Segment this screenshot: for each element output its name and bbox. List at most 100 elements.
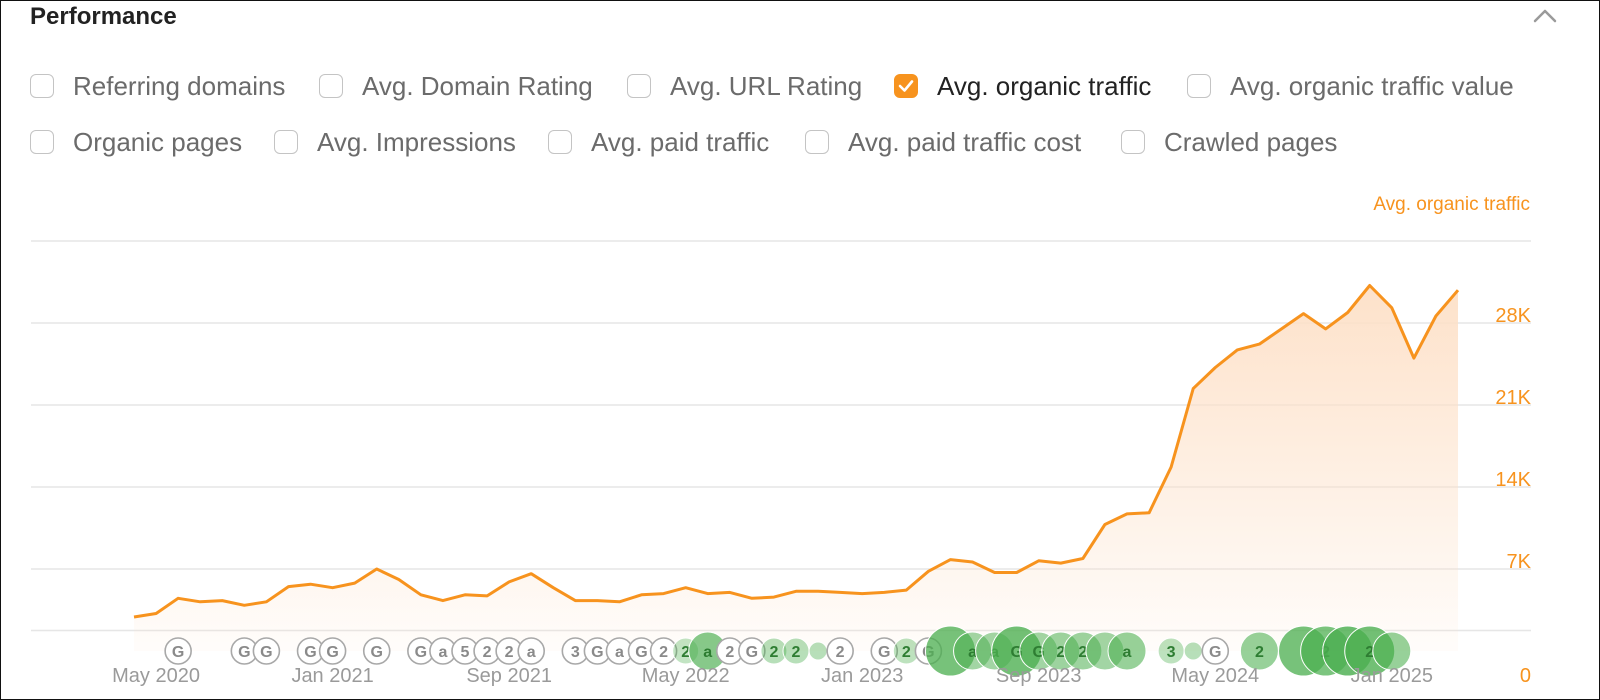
- event-marker-label: G: [172, 644, 184, 661]
- option-referring-domains[interactable]: Referring domains: [30, 71, 285, 101]
- event-marker-label: G: [878, 644, 890, 661]
- option-avg-paid-traffic[interactable]: Avg. paid traffic: [548, 127, 769, 157]
- event-marker-label: 3: [1167, 644, 1176, 661]
- event-marker[interactable]: G: [407, 637, 435, 665]
- option-avg-domain-rating[interactable]: Avg. Domain Rating: [319, 71, 593, 101]
- option-avg-impressions[interactable]: Avg. Impressions: [274, 127, 516, 157]
- event-marker-label: 2: [769, 644, 778, 661]
- event-marker-label: G: [371, 644, 383, 661]
- checkbox[interactable]: [548, 130, 572, 154]
- event-marker-dot: [738, 637, 766, 665]
- series-area-fill: [134, 285, 1458, 651]
- option-label: Avg. organic traffic: [937, 70, 1152, 101]
- y-tick-label: 28K: [1495, 305, 1531, 327]
- checkbox[interactable]: [1187, 74, 1211, 98]
- event-marker[interactable]: G: [627, 637, 656, 665]
- event-marker[interactable]: G: [252, 637, 281, 665]
- event-marker[interactable]: G: [738, 637, 766, 665]
- event-marker-label: 2: [681, 644, 690, 661]
- event-marker-dot: [1107, 631, 1147, 671]
- event-marker[interactable]: G: [318, 637, 347, 665]
- series-line-path: [133, 284, 1460, 619]
- option-label: Avg. paid traffic: [591, 126, 770, 157]
- event-marker[interactable]: [808, 641, 828, 661]
- x-tick-label: May 2022: [642, 665, 730, 687]
- checkbox[interactable]: [274, 130, 298, 154]
- event-marker-dot: [1201, 637, 1230, 665]
- collapse-button[interactable]: [1529, 3, 1561, 31]
- event-marker-label: G: [591, 644, 603, 661]
- event-marker-label: 2: [483, 644, 492, 661]
- checkbox[interactable]: [30, 130, 54, 154]
- option-label: Avg. Domain Rating: [362, 70, 593, 101]
- event-marker[interactable]: G: [362, 637, 391, 665]
- checkbox[interactable]: [627, 74, 651, 98]
- panel-title: Performance: [30, 3, 177, 30]
- event-marker[interactable]: G: [296, 637, 325, 665]
- option-label: Avg. organic traffic value: [1230, 70, 1514, 101]
- series-line: [133, 284, 1460, 619]
- event-marker[interactable]: 2: [649, 637, 678, 665]
- event-marker-label: G: [415, 644, 427, 661]
- option-avg-url-rating[interactable]: Avg. URL Rating: [627, 71, 862, 101]
- event-markers[interactable]: GGGGGGGa522a3GaG22a2G222G2GaaGG22a3G222: [164, 625, 1412, 677]
- option-label: Avg. Impressions: [317, 126, 516, 157]
- event-marker-label: 2: [902, 644, 911, 661]
- event-marker-label: a: [1123, 644, 1132, 661]
- event-marker[interactable]: a: [1107, 631, 1147, 671]
- event-marker-label: 2: [1365, 644, 1374, 661]
- event-marker[interactable]: 2: [760, 637, 788, 665]
- event-marker-label: a: [438, 644, 447, 661]
- x-axis-labels: May 2020 Jan 2021 Sep 2021 May 2022 Jan 2023…: [112, 665, 1433, 687]
- event-marker-label: G: [1209, 644, 1221, 661]
- checkbox[interactable]: [805, 130, 829, 154]
- event-marker[interactable]: G: [870, 637, 899, 665]
- event-marker-label: G: [304, 644, 316, 661]
- checkbox[interactable]: [30, 74, 54, 98]
- x-tick-label: Jan 2021: [291, 665, 373, 687]
- x-tick-label: Jan 2023: [821, 665, 903, 687]
- option-crawled-pages[interactable]: Crawled pages: [1121, 127, 1337, 157]
- event-marker[interactable]: G: [164, 637, 192, 665]
- event-marker[interactable]: 2: [495, 637, 523, 665]
- event-marker[interactable]: [1183, 641, 1203, 661]
- series-area: [134, 285, 1458, 651]
- event-marker-dot: [760, 637, 788, 665]
- event-marker[interactable]: 3: [1157, 637, 1185, 665]
- event-marker-dot: [517, 637, 546, 665]
- event-marker[interactable]: [1372, 631, 1412, 671]
- event-marker[interactable]: 2: [782, 637, 810, 665]
- option-organic-pages[interactable]: Organic pages: [30, 127, 242, 157]
- y-axis-labels: 0 7K 14K 21K 28K: [1495, 305, 1531, 687]
- event-marker[interactable]: G: [583, 637, 612, 665]
- option-avg-paid-traffic-cost[interactable]: Avg. paid traffic cost: [805, 127, 1081, 157]
- option-avg-organic-traffic-value[interactable]: Avg. organic traffic value: [1187, 71, 1514, 101]
- event-marker-dot: [318, 637, 347, 665]
- event-marker-label: 3: [571, 644, 580, 661]
- event-marker-label: a: [615, 644, 624, 661]
- series-legend: Avg. organic traffic: [1373, 194, 1530, 215]
- event-marker-label: 2: [505, 644, 514, 661]
- checkbox[interactable]: [1121, 130, 1145, 154]
- checkbox-checked[interactable]: [894, 74, 918, 98]
- event-marker[interactable]: 2: [826, 637, 854, 665]
- event-marker[interactable]: G: [1201, 637, 1230, 665]
- check-icon: [898, 80, 914, 92]
- option-label: Avg. URL Rating: [670, 70, 863, 101]
- x-tick-label: Sep 2021: [466, 665, 552, 687]
- event-marker-label: a: [968, 644, 977, 661]
- event-marker-label: 2: [836, 644, 845, 661]
- event-marker-dot: [870, 637, 899, 665]
- event-marker-label: a: [527, 644, 536, 661]
- chevron-up-icon: [1533, 9, 1557, 23]
- x-tick-label: May 2020: [112, 665, 200, 687]
- event-marker[interactable]: a: [517, 637, 546, 665]
- checkbox[interactable]: [319, 74, 343, 98]
- option-avg-organic-traffic[interactable]: Avg. organic traffic: [894, 71, 1151, 101]
- event-marker-label: 2: [1056, 644, 1065, 661]
- y-tick-label: 14K: [1495, 469, 1531, 491]
- event-marker-label: 2: [1078, 644, 1087, 661]
- event-marker-dot: [1183, 641, 1203, 661]
